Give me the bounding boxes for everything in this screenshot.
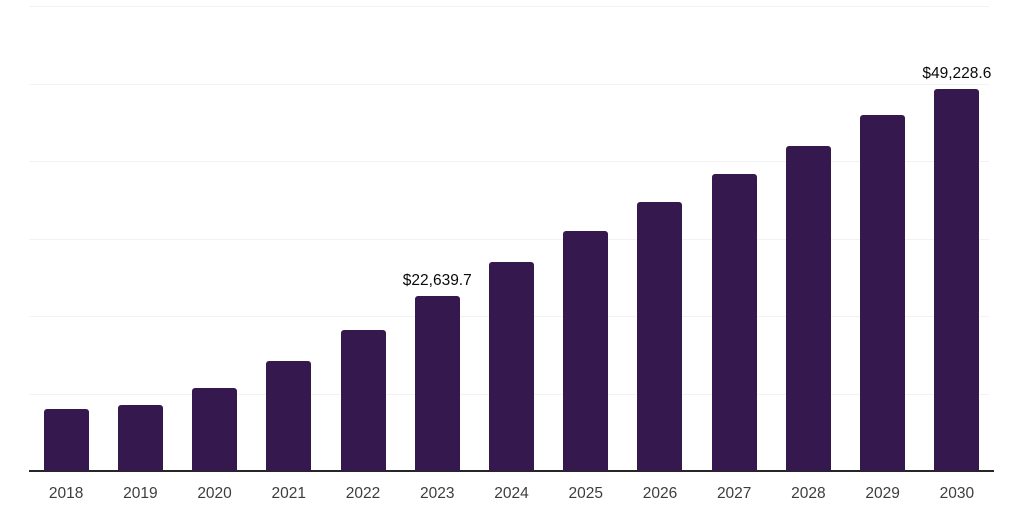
bar-2020 xyxy=(192,388,238,471)
x-tick-2023: 2023 xyxy=(420,485,455,502)
data-label-2030: $49,228.6 xyxy=(922,65,992,83)
bar-2019 xyxy=(117,405,163,471)
gridline-50000 xyxy=(29,83,989,85)
bar-2026 xyxy=(637,202,683,471)
x-tick-2030: 2030 xyxy=(939,485,975,502)
x-tick-2025: 2025 xyxy=(568,485,603,502)
x-tick-2019: 2019 xyxy=(123,485,158,502)
gridline-60000 xyxy=(29,6,989,7)
bar-2022 xyxy=(340,329,386,471)
x-tick-2018: 2018 xyxy=(48,485,84,502)
bar-2028 xyxy=(785,146,831,471)
x-tick-2022: 2022 xyxy=(345,485,381,502)
x-tick-2024: 2024 xyxy=(494,485,529,502)
x-tick-2029: 2029 xyxy=(865,485,900,502)
bar-2025 xyxy=(563,230,609,471)
gridline-40000 xyxy=(29,161,989,162)
x-tick-2026: 2026 xyxy=(642,485,678,502)
x-axis-line xyxy=(29,470,994,472)
bar-2018 xyxy=(43,409,89,471)
x-tick-2027: 2027 xyxy=(716,485,752,502)
bar-2027 xyxy=(711,174,757,471)
x-tick-2020: 2020 xyxy=(197,485,232,502)
bar-2021 xyxy=(266,360,312,471)
bar-2029 xyxy=(860,115,906,471)
x-tick-2021: 2021 xyxy=(271,485,307,502)
gridline-30000 xyxy=(29,238,989,240)
bar-2024 xyxy=(489,261,534,471)
data-label-2023: $22,639.7 xyxy=(402,271,472,289)
bar-2023 xyxy=(414,295,460,471)
bar-2030 xyxy=(934,89,980,471)
x-tick-2028: 2028 xyxy=(791,485,826,502)
